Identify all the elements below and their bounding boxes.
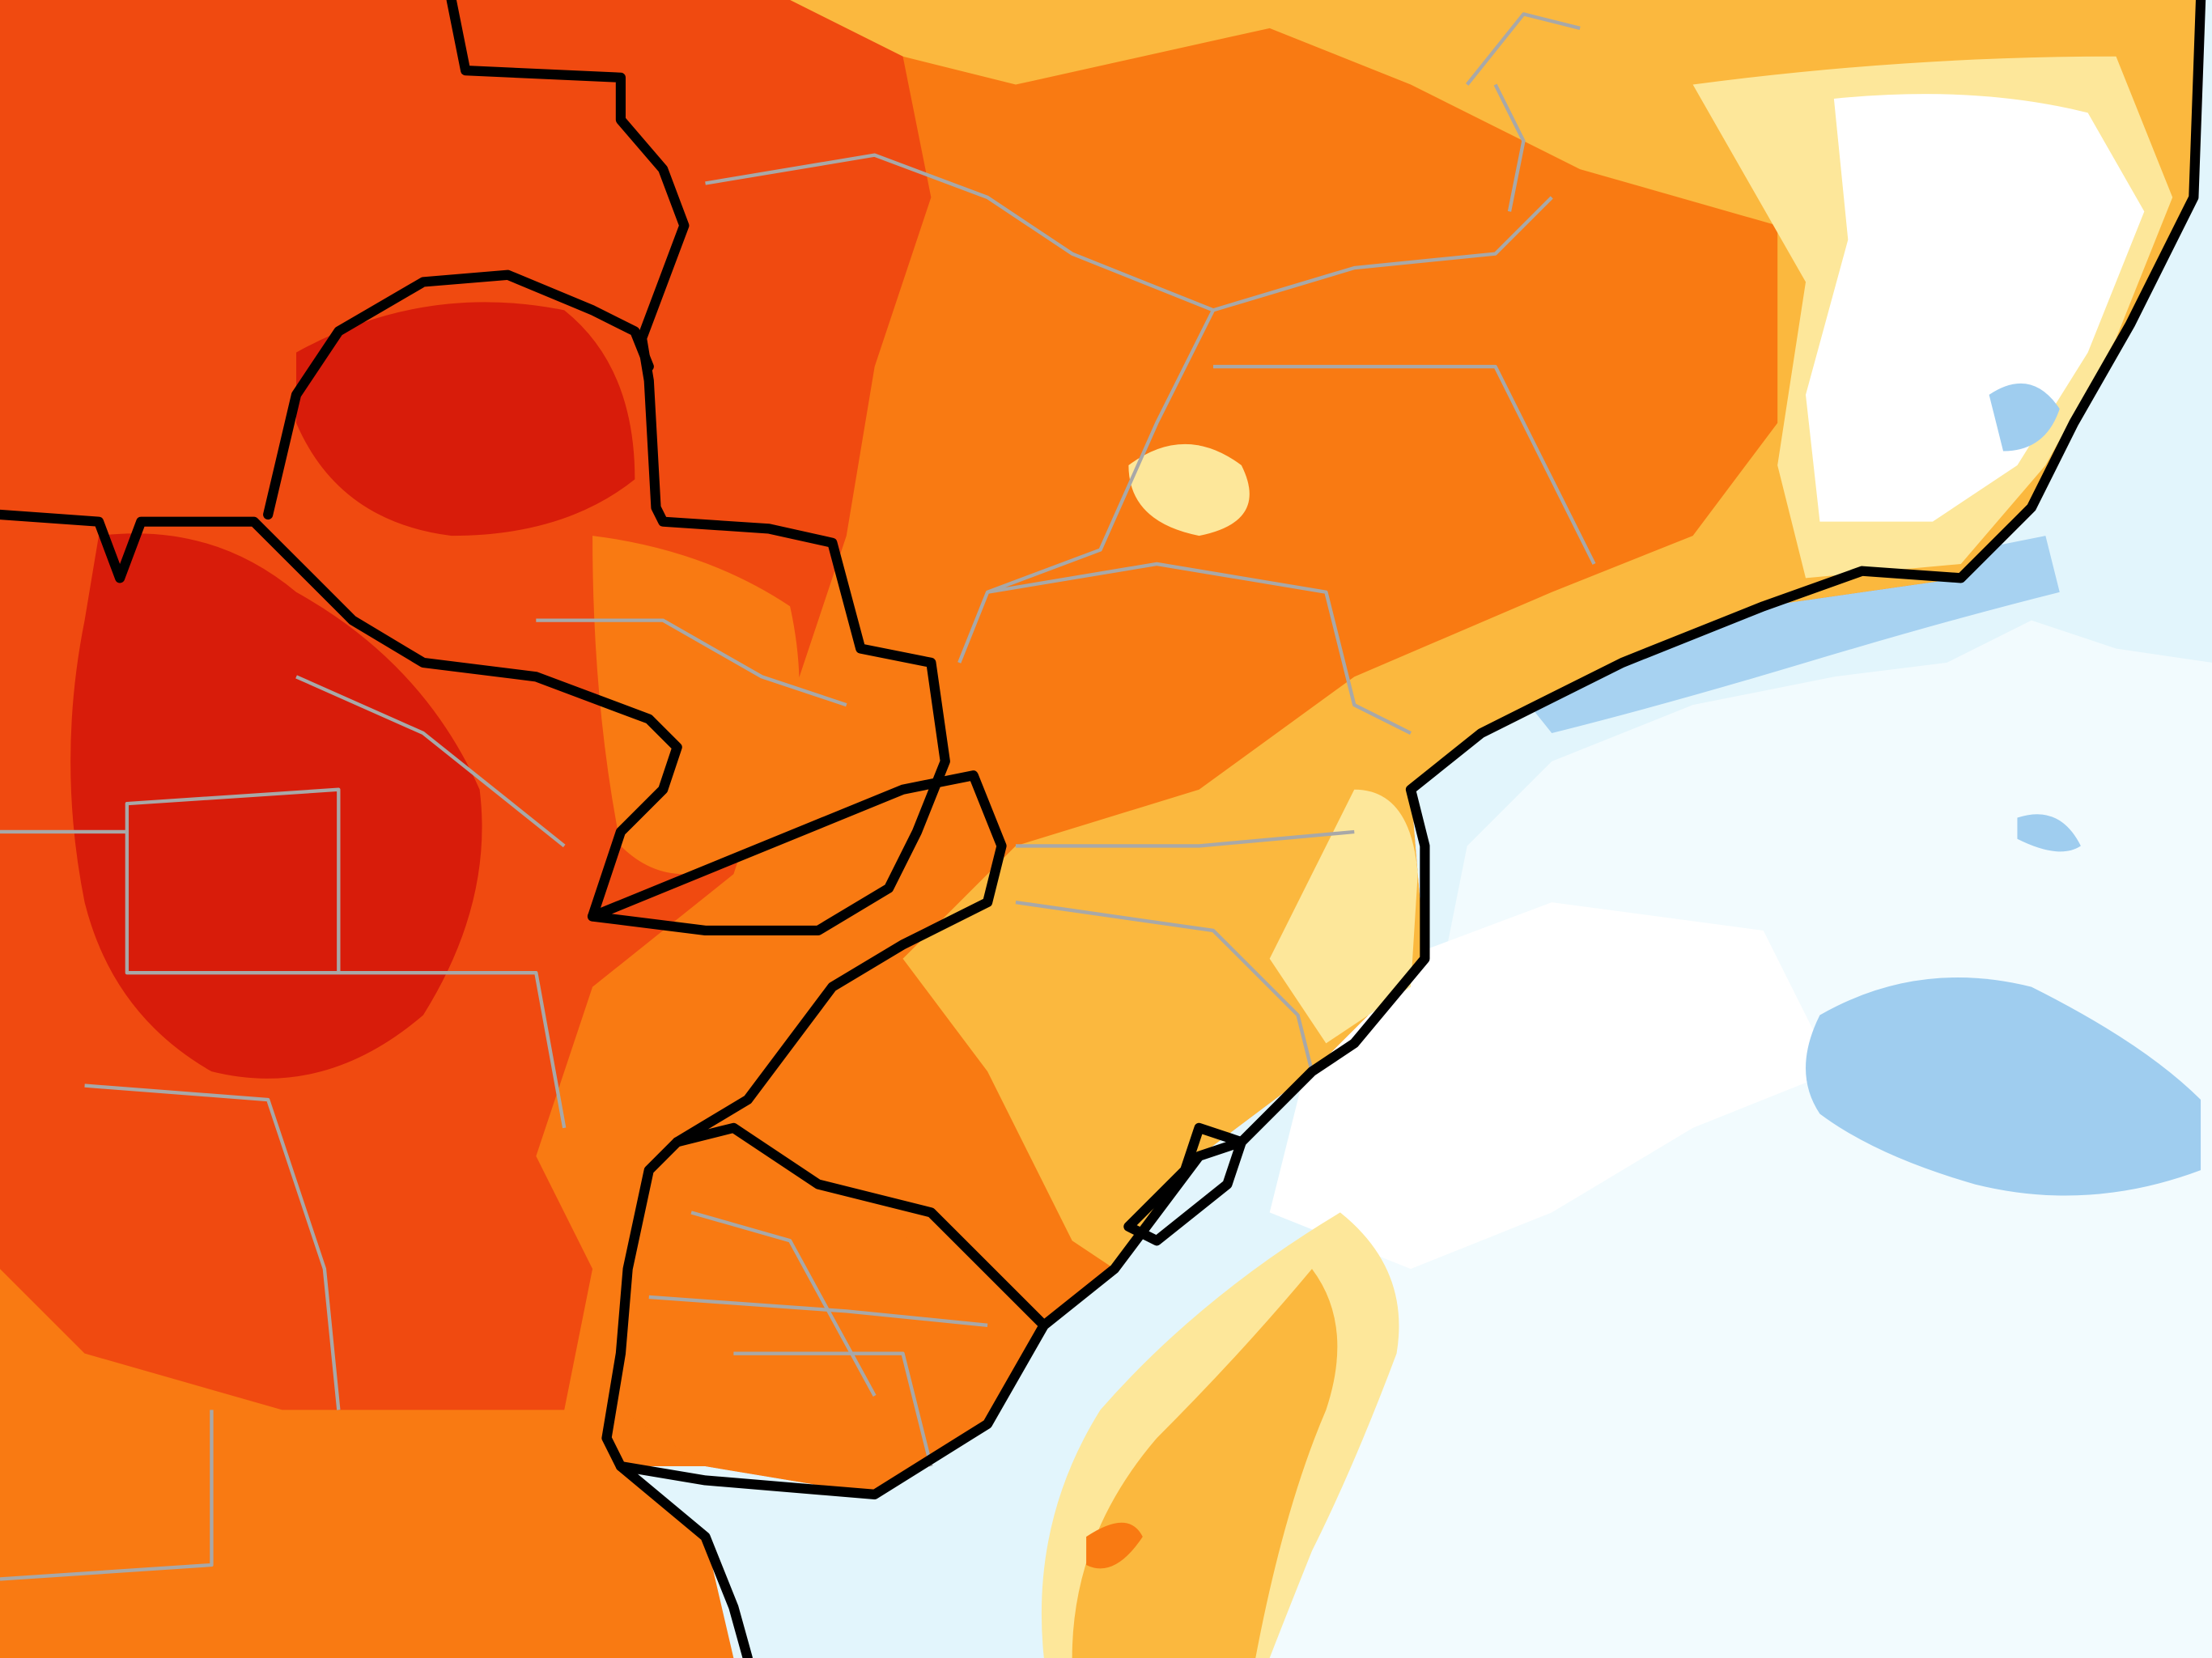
land-slight-spot [1128,443,1250,536]
land-negative [1989,383,2060,452]
ocean-warm-spot [1086,1522,1143,1569]
ocean-white [1269,902,1834,1270]
land-slight-south [1269,789,1418,1044]
ocean-patch [2017,814,2081,852]
land-extreme [70,533,482,1079]
coastal-negative-anomaly [1495,536,2060,734]
ocean-warm [1072,1269,1338,1658]
ocean-negative-anomaly [1806,977,2201,1196]
land-extreme-north [296,302,635,536]
land-neutral [1806,94,2145,522]
